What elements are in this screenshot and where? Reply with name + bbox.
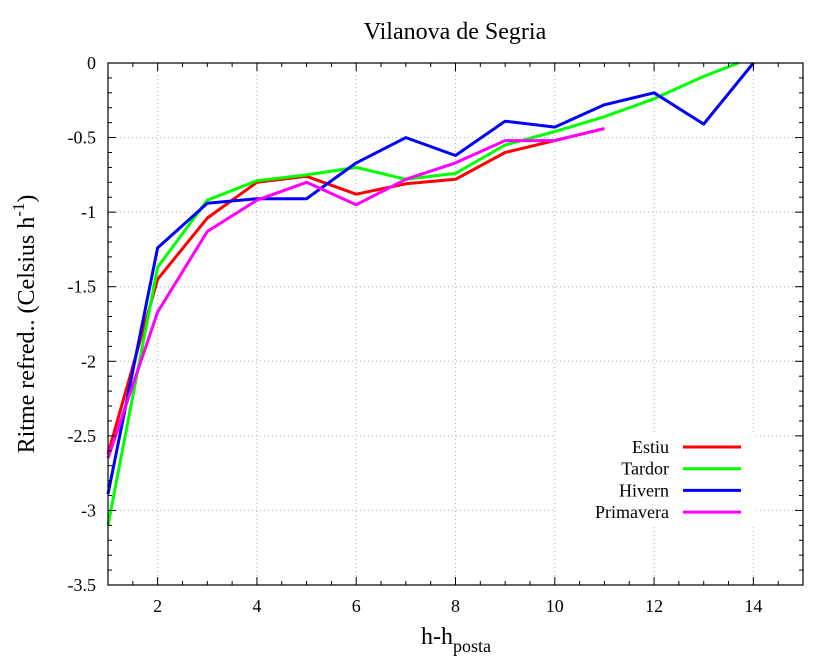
tick-labels: 2 4 6 8 10 12 14 0 -0.5 -1 -1.5 -2 -2.5 -3 -3.5 (68, 53, 763, 616)
series-lines (106, 61, 755, 526)
y-axis-title-superscript: -1 (9, 203, 28, 217)
y-axis-title-end: ) (14, 195, 40, 203)
x-tick-label: 10 (546, 596, 564, 616)
grid-lines (108, 62, 803, 586)
chart-title: Vilanova de Segria (364, 19, 547, 45)
x-tick-label: 14 (744, 596, 762, 616)
x-tick-label: 12 (645, 596, 663, 616)
axis-ticks (107, 62, 804, 586)
x-axis-title-main: h-h (421, 624, 453, 650)
series-line-primavera (106, 127, 605, 459)
x-tick-label: 6 (352, 596, 361, 616)
y-tick-label: -0.5 (68, 128, 97, 148)
series-line-estiu (106, 127, 605, 455)
x-tick-label: 4 (252, 596, 261, 616)
y-axis-title-main: Ritme refred.. (Celsius h (14, 217, 40, 454)
x-tick-label: 2 (153, 596, 162, 616)
legend-label-hivern: Hivern (619, 480, 669, 500)
y-tick-label: -2 (81, 351, 96, 371)
legend-label-primavera: Primavera (595, 502, 669, 522)
y-tick-label: -3 (81, 500, 96, 520)
x-axis-title: h-hposta (421, 624, 491, 656)
y-tick-label: 0 (87, 53, 96, 73)
y-tick-label: -3.5 (68, 575, 97, 595)
legend-label-tardor: Tardor (621, 459, 669, 479)
series-line-tardor (106, 61, 740, 526)
y-axis-title: Ritme refred.. (Celsius h-1) (9, 195, 40, 454)
y-tick-label: -1 (81, 202, 96, 222)
series-line-hivern (106, 62, 755, 495)
y-tick-label: -2.5 (68, 426, 97, 446)
y-tick-label: -1.5 (68, 277, 97, 297)
legend-label-estiu: Estiu (632, 437, 669, 457)
x-axis-title-subscript: posta (453, 636, 491, 656)
x-tick-label: 8 (451, 596, 460, 616)
